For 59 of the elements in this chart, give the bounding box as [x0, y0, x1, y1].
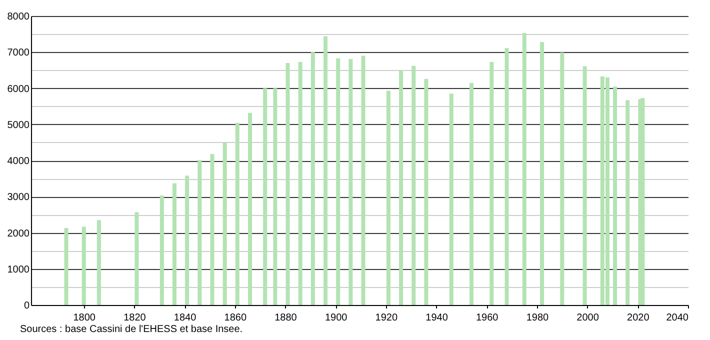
bar	[248, 112, 252, 305]
bar	[82, 226, 86, 305]
bar	[640, 98, 645, 305]
bar	[424, 78, 428, 305]
x-tick-label: 1940	[426, 312, 448, 324]
bar	[222, 142, 227, 305]
y-tick-label: 6000	[7, 84, 30, 95]
bar	[412, 66, 416, 305]
y-tick-label: 3000	[7, 192, 30, 204]
bar	[273, 88, 278, 305]
bar	[286, 62, 290, 305]
bar	[386, 90, 390, 305]
bar	[263, 88, 268, 305]
x-tick-label: 1880	[274, 312, 298, 324]
bar	[399, 70, 404, 305]
x-tick-label: 1960	[476, 312, 499, 324]
y-tick-label: 1000	[7, 264, 30, 276]
bar	[560, 52, 564, 305]
x-tick-label: 1920	[375, 312, 398, 324]
x-tick-label: 1840	[174, 312, 197, 324]
source-note: Sources : base Cassini de l'EHESS et base Insee.	[20, 324, 243, 335]
bar	[626, 100, 630, 305]
bar	[522, 32, 526, 305]
x-tick-label: 2020	[627, 312, 650, 324]
bar	[235, 122, 240, 305]
x-tick-label: 1900	[324, 312, 348, 324]
x-tick-label: 2000	[576, 312, 600, 324]
bar	[185, 176, 190, 305]
bar	[540, 42, 544, 305]
bar	[198, 160, 202, 305]
bar	[160, 196, 164, 305]
bar	[470, 82, 474, 305]
x-tick-label: 1800	[73, 312, 96, 324]
y-tick-label: 7000	[7, 48, 30, 59]
x-tick-label: 2040	[666, 312, 689, 324]
bar	[64, 228, 68, 305]
y-tick-label: 8000	[7, 12, 30, 22]
bar	[324, 36, 328, 305]
y-tick-label: 4000	[7, 156, 30, 167]
x-tick-label: 1980	[526, 312, 550, 324]
y-tick-label: 5000	[7, 120, 30, 131]
bar	[449, 94, 454, 305]
y-tick-label: 2000	[7, 228, 30, 240]
bar	[172, 183, 176, 305]
bar	[613, 86, 617, 305]
bar	[298, 62, 302, 305]
bar	[134, 212, 139, 305]
x-tick-label: 1820	[124, 312, 146, 324]
bar	[210, 154, 214, 305]
bar	[310, 52, 315, 305]
bar	[336, 58, 340, 305]
y-tick-label: 0	[24, 300, 30, 312]
bar	[582, 66, 587, 305]
bar	[504, 48, 509, 305]
bar	[490, 62, 494, 305]
x-tick-label: 1860	[224, 312, 247, 324]
bar	[96, 220, 101, 305]
bar	[348, 58, 353, 305]
bar	[361, 56, 366, 305]
